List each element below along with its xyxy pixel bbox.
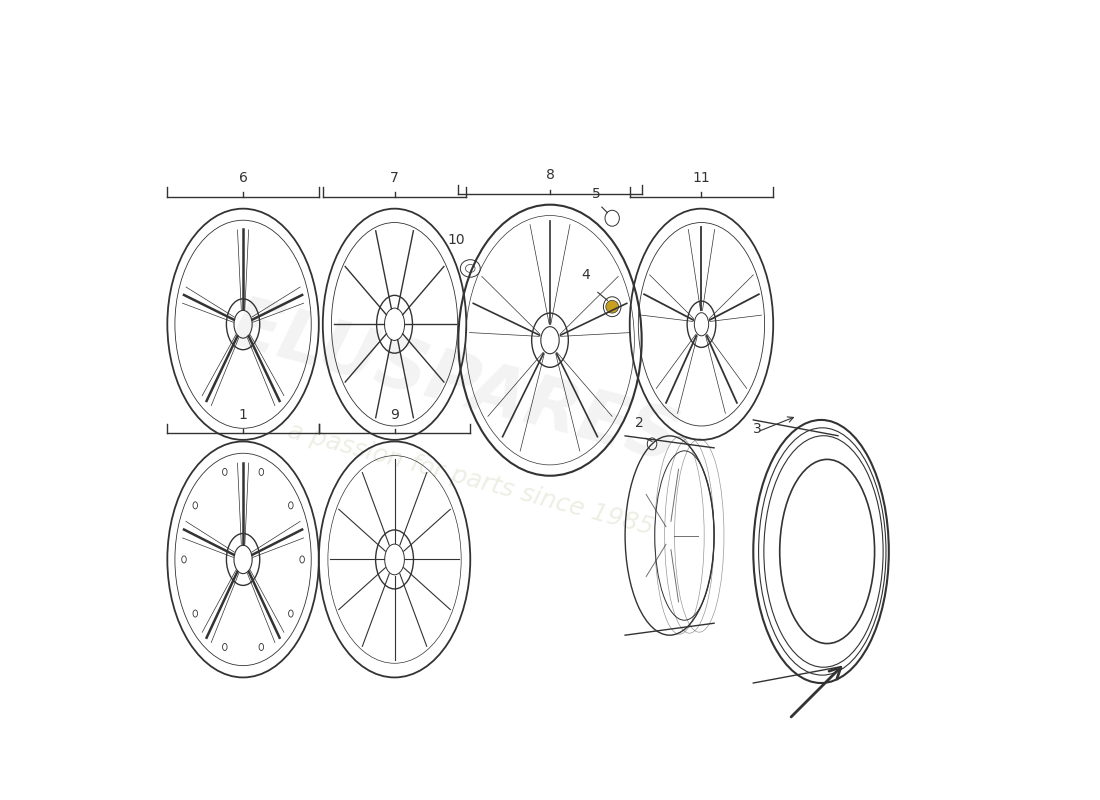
Text: 3: 3: [752, 422, 761, 436]
Text: 9: 9: [390, 408, 399, 422]
Text: 2: 2: [635, 416, 643, 430]
Text: 5: 5: [592, 186, 601, 201]
Text: 11: 11: [693, 170, 711, 185]
Text: 1: 1: [239, 408, 248, 422]
Text: 7: 7: [390, 170, 399, 185]
Circle shape: [606, 300, 618, 313]
Text: 4: 4: [582, 268, 591, 282]
Text: ELUSPARES: ELUSPARES: [222, 291, 686, 477]
Text: 10: 10: [447, 233, 464, 247]
Text: 6: 6: [239, 170, 248, 185]
Text: 8: 8: [546, 168, 554, 182]
Text: a passion for parts since 1985: a passion for parts since 1985: [285, 419, 656, 540]
